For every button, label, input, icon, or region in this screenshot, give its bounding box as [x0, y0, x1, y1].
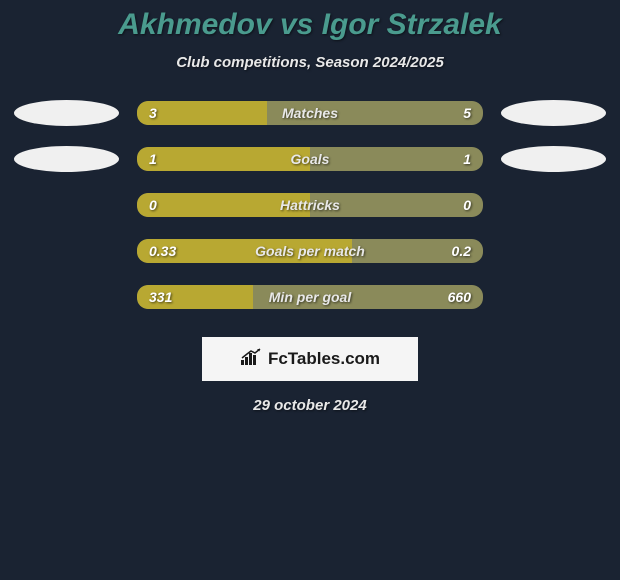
stat-bar-left [137, 147, 310, 171]
date-label: 29 october 2024 [0, 397, 620, 414]
stat-row: 1 1 Goals [0, 147, 620, 171]
comparison-subtitle: Club competitions, Season 2024/2025 [0, 54, 620, 71]
stat-value-right: 0.2 [452, 243, 471, 259]
oval-spacer [14, 284, 119, 310]
stat-bar: 331 660 Min per goal [137, 285, 483, 309]
stat-label: Hattricks [280, 197, 340, 213]
bar-chart-icon [240, 348, 262, 371]
stat-row: 3 5 Matches [0, 101, 620, 125]
stat-label: Min per goal [269, 289, 351, 305]
stat-row: 0 0 Hattricks [0, 193, 620, 217]
player-right-oval [501, 100, 606, 126]
stat-value-right: 5 [463, 105, 471, 121]
oval-spacer [14, 192, 119, 218]
stat-row: 331 660 Min per goal [0, 285, 620, 309]
logo: FcTables.com [240, 348, 380, 371]
stat-value-left: 0 [149, 197, 157, 213]
logo-text: FcTables.com [268, 349, 380, 369]
oval-spacer [501, 192, 606, 218]
stat-value-left: 1 [149, 151, 157, 167]
stat-bar: 0 0 Hattricks [137, 193, 483, 217]
stat-value-right: 660 [448, 289, 471, 305]
player-left-oval [14, 100, 119, 126]
comparison-title: Akhmedov vs Igor Strzalek [0, 8, 620, 42]
oval-spacer [501, 238, 606, 264]
stat-value-left: 0.33 [149, 243, 176, 259]
stat-row: 0.33 0.2 Goals per match [0, 239, 620, 263]
stat-label: Matches [282, 105, 338, 121]
player-right-oval [501, 146, 606, 172]
stat-label: Goals [291, 151, 330, 167]
logo-box[interactable]: FcTables.com [202, 337, 418, 381]
oval-spacer [501, 284, 606, 310]
stat-label: Goals per match [255, 243, 365, 259]
stat-value-left: 3 [149, 105, 157, 121]
stat-bar: 1 1 Goals [137, 147, 483, 171]
stat-value-right: 0 [463, 197, 471, 213]
player-left-oval [14, 146, 119, 172]
oval-spacer [14, 238, 119, 264]
stat-bar: 0.33 0.2 Goals per match [137, 239, 483, 263]
stat-value-right: 1 [463, 151, 471, 167]
stat-value-left: 331 [149, 289, 172, 305]
stat-bar: 3 5 Matches [137, 101, 483, 125]
